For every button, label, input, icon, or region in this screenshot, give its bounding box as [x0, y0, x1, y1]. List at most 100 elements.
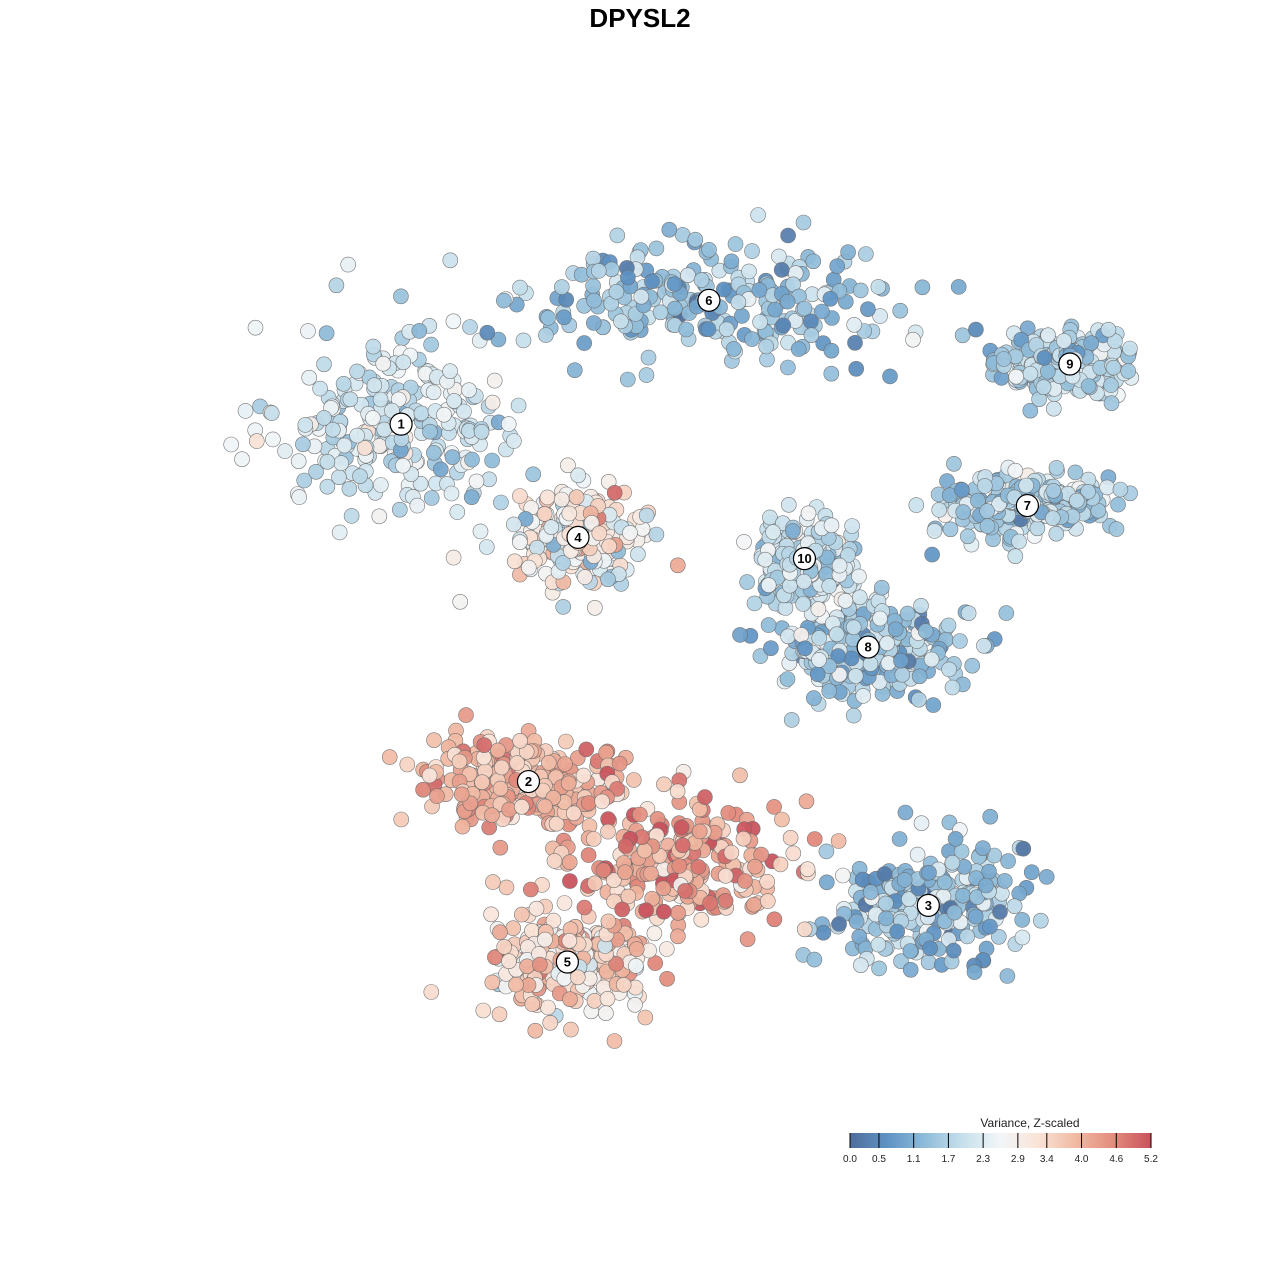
cell-point: [727, 236, 744, 252]
cell-point: [1105, 359, 1122, 376]
cluster-label-text: 1: [397, 417, 404, 432]
cluster-label-8: 8: [856, 635, 880, 659]
cell-point: [999, 968, 1016, 984]
cluster-label-text: 5: [564, 955, 571, 970]
cell-point: [640, 349, 657, 366]
cell-point: [341, 480, 358, 497]
cell-point: [513, 906, 530, 923]
cell-point: [744, 243, 760, 259]
cell-point: [399, 756, 416, 773]
cell-point: [917, 623, 934, 639]
cluster-label-badge: [792, 547, 817, 571]
cell-point: [608, 956, 624, 972]
cell-point: [905, 331, 921, 348]
cell-point: [566, 362, 583, 379]
cell-point: [732, 627, 748, 643]
cell-point: [848, 360, 865, 377]
cell-point: [366, 377, 383, 394]
cell-point: [1029, 520, 1046, 537]
cell-point: [498, 879, 515, 896]
cell-point: [964, 657, 981, 674]
cell-point: [600, 823, 616, 840]
cell-point: [741, 263, 757, 280]
cell-point: [356, 440, 373, 456]
cell-point: [670, 928, 686, 945]
cell-point: [591, 525, 608, 542]
cell-point: [674, 837, 691, 854]
cell-point: [324, 421, 341, 438]
cell-point: [432, 461, 449, 478]
cell-point: [476, 737, 493, 754]
cell-point: [687, 231, 704, 248]
cell-point: [505, 920, 522, 937]
cell-point: [442, 363, 458, 380]
cluster-labels: 1 2 3 4 5 6 7 8 9 10: [389, 288, 1082, 974]
cell-point: [851, 568, 867, 585]
cell-point: [690, 859, 707, 875]
legend-tick-label: 4.0: [1075, 1154, 1089, 1165]
cell-point: [1099, 479, 1115, 496]
cell-point: [376, 421, 393, 438]
cell-point: [638, 507, 655, 524]
legend-tick-label: 3.4: [1040, 1154, 1054, 1165]
cell-point: [528, 900, 545, 917]
cell-point: [484, 394, 501, 411]
cell-point: [878, 895, 894, 912]
cell-point: [393, 288, 409, 305]
cell-point: [959, 928, 976, 945]
cell-point: [568, 489, 585, 506]
cell-point: [234, 451, 250, 468]
cell-point: [426, 732, 442, 749]
cell-point: [830, 648, 847, 664]
cell-point: [492, 839, 509, 856]
cell-point: [1040, 363, 1056, 380]
cell-point: [1008, 368, 1025, 385]
cell-point: [601, 538, 618, 555]
cell-point: [976, 478, 993, 494]
cell-point: [783, 712, 800, 728]
cell-point: [968, 321, 984, 338]
cell-point: [655, 903, 672, 920]
cell-point: [717, 867, 734, 884]
cell-point: [872, 308, 888, 324]
cell-point: [622, 525, 638, 541]
cell-point: [561, 854, 578, 871]
cell-point: [371, 438, 388, 454]
cell-point: [647, 955, 664, 971]
cell-point: [818, 843, 835, 860]
cell-point: [556, 309, 572, 326]
cell-point: [609, 781, 625, 797]
cell-point: [955, 504, 972, 520]
cell-point: [524, 922, 540, 939]
cell-point: [290, 453, 307, 470]
cell-point: [561, 932, 578, 949]
cell-point: [393, 811, 410, 828]
cell-point: [693, 272, 710, 288]
cell-point: [594, 793, 610, 810]
cell-point: [600, 913, 617, 930]
cell-point: [847, 668, 864, 684]
cell-point: [936, 874, 953, 891]
cell-point: [925, 697, 942, 713]
cell-point: [495, 292, 512, 309]
cell-point: [914, 279, 931, 296]
cell-point: [990, 928, 1007, 945]
cell-point: [395, 354, 412, 371]
cell-point: [1122, 340, 1138, 357]
cell-point: [491, 1006, 508, 1023]
cell-point: [539, 489, 556, 506]
cell-point: [945, 942, 962, 959]
cell-point: [1045, 482, 1062, 499]
cell-point: [443, 485, 460, 502]
legend-ticks: 0.0 0.5 1.1 1.7 2.3 2.9 3.4 4.0 4.6 5.2: [843, 1133, 1158, 1165]
cell-point: [760, 577, 777, 594]
cell-point: [611, 755, 628, 772]
cell-point: [822, 290, 839, 307]
cell-point: [759, 873, 776, 890]
cell-point: [371, 508, 388, 525]
cell-point: [746, 595, 763, 612]
cell-point: [580, 795, 597, 811]
cell-point: [924, 546, 940, 563]
cell-point: [805, 690, 822, 706]
